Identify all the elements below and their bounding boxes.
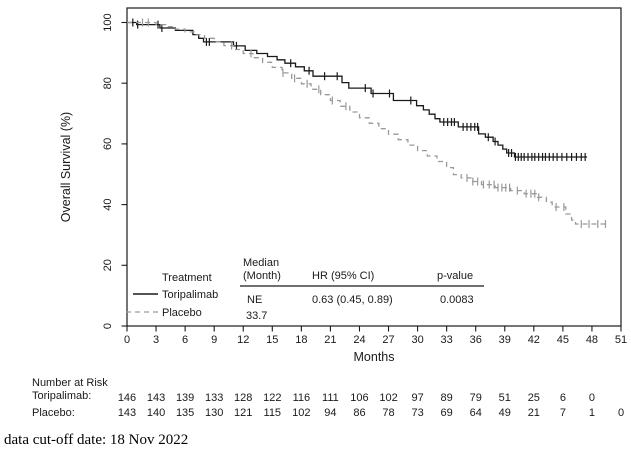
stats-header-median-line2: (Month) (243, 270, 281, 282)
risk-value: 139 (176, 392, 194, 404)
risk-value: 78 (382, 407, 394, 419)
stats-p-value: 0.0083 (440, 294, 474, 306)
y-tick-label: 60 (102, 138, 114, 150)
risk-value: 121 (234, 407, 252, 419)
y-axis-title: Overall Survival (%) (59, 112, 73, 222)
y-tick-label: 40 (102, 198, 114, 210)
risk-value: 143 (118, 407, 136, 419)
risk-values-toripalimab: 146 143 139 133 128 122 116 111 106 102 97 89 79 51 25… (118, 392, 595, 404)
risk-value: 116 (293, 392, 311, 404)
risk-table-title: Number at Risk (32, 377, 108, 389)
risk-row-label-toripalimab: Toripalimab: (32, 390, 91, 402)
x-tick-label: 18 (295, 334, 307, 346)
risk-value: 97 (411, 392, 423, 404)
x-axis-ticks: 0 3 6 9 12 15 18 21 24 27 30 33 36 39 42 45 48 51 (124, 326, 627, 346)
risk-value: 106 (350, 392, 368, 404)
risk-value: 89 (441, 392, 453, 404)
data-cutoff-note: data cut-off date: 18 Nov 2022 (4, 432, 188, 448)
x-tick-label: 24 (353, 334, 365, 346)
x-tick-label: 30 (411, 334, 423, 346)
risk-table: Number at Risk Toripalimab: Placebo: 146… (32, 377, 624, 419)
risk-value: 111 (322, 392, 339, 404)
risk-value: 0 (618, 407, 624, 419)
stats-median-toripalimab: NE (247, 294, 262, 306)
x-tick-label: 12 (237, 334, 249, 346)
legend: Treatment Toripalimab Placebo (126, 272, 218, 319)
stats-header-median-line1: Median (243, 257, 279, 269)
x-tick-label: 21 (324, 334, 336, 346)
y-tick-label: 20 (102, 259, 114, 271)
risk-value: 1 (589, 407, 595, 419)
risk-value: 73 (411, 407, 423, 419)
risk-value: 6 (560, 392, 566, 404)
risk-value: 143 (147, 392, 165, 404)
stats-header-pvalue: p-value (437, 270, 473, 282)
stats-table: Median (Month) HR (95% CI) p-value NE 0.… (240, 257, 484, 322)
x-tick-label: 45 (557, 334, 569, 346)
x-tick-label: 33 (441, 334, 453, 346)
x-tick-label: 3 (153, 334, 159, 346)
risk-values-placebo: 143 140 135 130 121 115 102 94 86 78 73 69 64 49 21 7 1 0 (118, 407, 624, 419)
risk-value: 128 (234, 392, 252, 404)
x-tick-label: 51 (615, 334, 627, 346)
risk-value: 115 (264, 407, 282, 419)
risk-value: 79 (470, 392, 482, 404)
risk-value: 146 (118, 392, 136, 404)
risk-value: 51 (499, 392, 511, 404)
risk-value: 64 (470, 407, 482, 419)
risk-value: 49 (499, 407, 511, 419)
risk-value: 102 (292, 407, 310, 419)
y-tick-label: 0 (102, 323, 114, 329)
curve-placebo (127, 21, 607, 225)
x-axis-title: Months (354, 350, 395, 364)
curve-toripalimab (127, 21, 588, 158)
x-tick-label: 48 (586, 334, 598, 346)
legend-title: Treatment (162, 272, 212, 284)
risk-value: 122 (263, 392, 281, 404)
x-tick-label: 27 (382, 334, 394, 346)
x-tick-label: 0 (124, 334, 130, 346)
risk-value: 86 (353, 407, 365, 419)
legend-label-toripalimab: Toripalimab (162, 289, 218, 301)
risk-value: 25 (528, 392, 540, 404)
risk-value: 0 (589, 392, 595, 404)
y-axis-ticks: 0 20 40 60 80 100 (102, 13, 127, 329)
x-tick-label: 15 (266, 334, 278, 346)
stats-median-placebo: 33.7 (246, 310, 267, 322)
survival-curves (127, 18, 607, 229)
risk-value: 7 (560, 407, 566, 419)
risk-value: 69 (441, 407, 453, 419)
plot-box (126, 7, 622, 327)
risk-row-label-placebo: Placebo: (32, 407, 75, 419)
x-tick-label: 36 (470, 334, 482, 346)
x-tick-label: 39 (499, 334, 511, 346)
y-tick-label: 100 (102, 13, 114, 31)
x-tick-label: 9 (211, 334, 217, 346)
risk-value: 135 (176, 407, 194, 419)
risk-value: 94 (324, 407, 336, 419)
risk-value: 102 (379, 392, 397, 404)
stats-hr-value: 0.63 (0.45, 0.89) (312, 294, 393, 306)
x-tick-label: 6 (182, 334, 188, 346)
risk-value: 21 (528, 407, 540, 419)
risk-value: 133 (205, 392, 223, 404)
stats-header-hr: HR (95% CI) (312, 270, 374, 282)
risk-value: 130 (205, 407, 223, 419)
legend-label-placebo: Placebo (162, 307, 202, 319)
x-tick-label: 42 (528, 334, 540, 346)
y-tick-label: 80 (102, 77, 114, 89)
risk-value: 140 (147, 407, 165, 419)
